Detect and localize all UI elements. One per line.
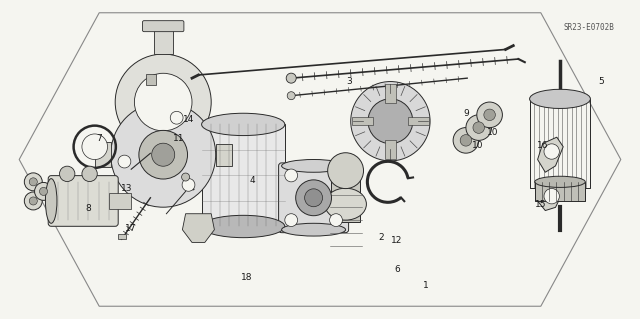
Text: SR23-E0702B: SR23-E0702B xyxy=(564,23,614,32)
Text: 16: 16 xyxy=(537,141,548,150)
Polygon shape xyxy=(19,13,621,306)
Bar xyxy=(109,193,131,209)
Text: 13: 13 xyxy=(121,184,132,193)
Bar xyxy=(351,117,373,125)
Bar xyxy=(385,84,396,103)
Circle shape xyxy=(328,153,364,189)
Circle shape xyxy=(305,189,323,207)
Ellipse shape xyxy=(202,215,285,238)
Circle shape xyxy=(477,102,502,128)
Text: 2: 2 xyxy=(378,233,383,242)
Circle shape xyxy=(118,155,131,168)
Circle shape xyxy=(285,214,298,226)
Circle shape xyxy=(286,73,296,83)
Circle shape xyxy=(60,166,75,182)
Circle shape xyxy=(24,173,42,191)
Text: 14: 14 xyxy=(183,115,195,124)
Circle shape xyxy=(139,130,188,179)
Circle shape xyxy=(544,189,559,204)
Circle shape xyxy=(182,178,195,191)
Circle shape xyxy=(484,109,495,121)
Circle shape xyxy=(182,173,189,181)
Text: 8: 8 xyxy=(86,204,91,213)
Circle shape xyxy=(287,92,295,100)
Text: 6: 6 xyxy=(394,265,399,274)
Text: 15: 15 xyxy=(535,200,547,209)
Circle shape xyxy=(460,135,472,146)
Text: 18: 18 xyxy=(241,273,252,282)
Circle shape xyxy=(115,54,211,150)
Circle shape xyxy=(134,73,192,131)
Ellipse shape xyxy=(325,188,367,220)
Circle shape xyxy=(152,143,175,166)
Bar xyxy=(202,124,285,226)
Circle shape xyxy=(473,122,484,133)
Bar xyxy=(216,144,232,166)
Text: 1: 1 xyxy=(423,281,428,290)
Circle shape xyxy=(453,128,479,153)
Circle shape xyxy=(544,144,559,159)
Bar xyxy=(154,26,173,54)
Text: 3: 3 xyxy=(346,77,351,86)
Bar xyxy=(95,142,111,167)
Bar xyxy=(285,163,301,188)
Bar xyxy=(408,117,429,125)
Bar xyxy=(332,174,360,222)
Text: 10: 10 xyxy=(472,141,484,150)
Circle shape xyxy=(351,82,430,161)
Ellipse shape xyxy=(45,179,57,223)
Text: 12: 12 xyxy=(391,236,403,245)
Circle shape xyxy=(82,134,108,160)
Circle shape xyxy=(285,169,298,182)
Circle shape xyxy=(111,102,216,207)
Text: 5: 5 xyxy=(599,77,604,86)
Text: 17: 17 xyxy=(125,224,137,233)
FancyBboxPatch shape xyxy=(48,176,118,226)
Circle shape xyxy=(330,169,342,182)
Text: 11: 11 xyxy=(173,134,185,143)
Circle shape xyxy=(368,99,413,144)
Circle shape xyxy=(330,214,342,226)
Circle shape xyxy=(296,180,332,216)
Circle shape xyxy=(466,115,492,140)
Ellipse shape xyxy=(282,223,346,236)
Ellipse shape xyxy=(282,160,346,172)
Bar xyxy=(118,234,125,239)
Circle shape xyxy=(170,111,183,124)
Circle shape xyxy=(29,197,37,205)
Polygon shape xyxy=(538,137,563,172)
Ellipse shape xyxy=(202,113,285,136)
Ellipse shape xyxy=(535,176,585,188)
Text: 7: 7 xyxy=(97,134,102,143)
Circle shape xyxy=(24,192,42,210)
Polygon shape xyxy=(182,214,214,242)
Bar xyxy=(535,182,585,201)
Circle shape xyxy=(40,187,47,196)
Polygon shape xyxy=(538,182,563,211)
Bar xyxy=(186,163,202,188)
Bar xyxy=(530,99,590,188)
Circle shape xyxy=(82,166,97,182)
Circle shape xyxy=(29,178,37,186)
Text: 4: 4 xyxy=(250,176,255,185)
Ellipse shape xyxy=(530,89,590,108)
Text: 9: 9 xyxy=(463,109,468,118)
Circle shape xyxy=(35,182,52,200)
Bar xyxy=(385,140,396,159)
FancyBboxPatch shape xyxy=(143,21,184,32)
FancyBboxPatch shape xyxy=(278,163,349,233)
Text: 10: 10 xyxy=(487,128,499,137)
